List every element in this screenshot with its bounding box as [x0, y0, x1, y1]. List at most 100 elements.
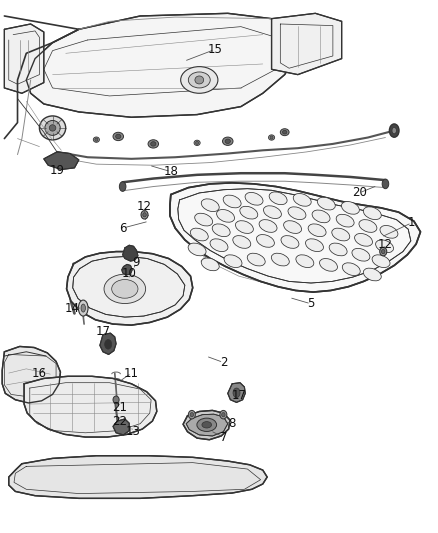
Ellipse shape [308, 224, 326, 237]
Ellipse shape [312, 210, 330, 223]
Ellipse shape [359, 220, 377, 232]
Ellipse shape [195, 141, 199, 144]
Ellipse shape [113, 132, 124, 141]
Text: 11: 11 [124, 367, 139, 379]
Ellipse shape [352, 248, 370, 261]
Polygon shape [183, 410, 230, 440]
Ellipse shape [364, 207, 381, 220]
Ellipse shape [223, 137, 233, 146]
Ellipse shape [283, 131, 287, 134]
Ellipse shape [119, 182, 126, 191]
Text: 14: 14 [65, 302, 80, 314]
Ellipse shape [225, 139, 230, 143]
Polygon shape [67, 252, 193, 325]
Polygon shape [2, 346, 60, 403]
Polygon shape [122, 264, 132, 275]
Polygon shape [26, 13, 298, 117]
Ellipse shape [372, 255, 390, 268]
Ellipse shape [288, 207, 306, 220]
Ellipse shape [143, 213, 146, 217]
Polygon shape [272, 13, 342, 75]
Ellipse shape [233, 236, 251, 248]
Ellipse shape [201, 199, 219, 212]
Polygon shape [9, 456, 267, 498]
Ellipse shape [212, 224, 230, 237]
Text: 1: 1 [408, 216, 416, 229]
Text: 12: 12 [137, 200, 152, 213]
Ellipse shape [270, 136, 273, 139]
Ellipse shape [194, 140, 200, 146]
Text: 15: 15 [207, 43, 222, 56]
Ellipse shape [296, 255, 314, 268]
Polygon shape [228, 383, 245, 402]
Ellipse shape [141, 211, 148, 219]
Ellipse shape [81, 304, 85, 312]
Polygon shape [100, 333, 116, 354]
Ellipse shape [197, 418, 216, 432]
Ellipse shape [39, 116, 66, 140]
Ellipse shape [95, 138, 98, 141]
Polygon shape [113, 419, 129, 435]
Ellipse shape [104, 274, 145, 304]
Text: 6: 6 [119, 222, 127, 235]
Ellipse shape [195, 76, 204, 84]
Ellipse shape [190, 413, 194, 417]
Ellipse shape [93, 137, 99, 142]
Ellipse shape [355, 233, 372, 246]
Text: 17: 17 [231, 389, 246, 402]
Text: 12: 12 [378, 238, 393, 251]
Ellipse shape [78, 300, 88, 316]
Ellipse shape [329, 243, 347, 256]
Ellipse shape [105, 340, 112, 349]
Polygon shape [170, 183, 420, 292]
Ellipse shape [245, 192, 263, 205]
Ellipse shape [268, 135, 275, 140]
Ellipse shape [224, 255, 242, 268]
Ellipse shape [116, 134, 121, 139]
Ellipse shape [293, 193, 311, 206]
Ellipse shape [188, 72, 210, 88]
Ellipse shape [269, 192, 287, 205]
Ellipse shape [376, 240, 393, 253]
Polygon shape [186, 414, 228, 436]
Ellipse shape [306, 239, 323, 252]
Ellipse shape [382, 179, 389, 189]
Ellipse shape [281, 236, 299, 248]
Ellipse shape [191, 228, 208, 241]
Ellipse shape [148, 140, 159, 148]
Ellipse shape [222, 413, 225, 417]
Ellipse shape [49, 125, 56, 131]
Text: 21: 21 [112, 401, 127, 414]
Ellipse shape [188, 410, 195, 419]
Ellipse shape [343, 263, 360, 276]
Ellipse shape [389, 124, 399, 137]
Ellipse shape [113, 396, 119, 403]
Ellipse shape [247, 253, 265, 266]
Ellipse shape [332, 228, 350, 241]
Ellipse shape [236, 221, 253, 233]
Ellipse shape [380, 247, 387, 256]
Text: 9: 9 [132, 256, 140, 269]
Text: 18: 18 [163, 165, 178, 178]
Ellipse shape [217, 209, 234, 222]
Ellipse shape [364, 268, 381, 281]
Polygon shape [44, 152, 79, 169]
Text: 8: 8 [229, 417, 236, 430]
Ellipse shape [342, 201, 359, 214]
Ellipse shape [180, 67, 218, 93]
Ellipse shape [318, 197, 335, 210]
Ellipse shape [240, 206, 258, 219]
Polygon shape [4, 24, 44, 93]
Ellipse shape [151, 142, 156, 146]
Ellipse shape [202, 422, 212, 428]
Ellipse shape [233, 388, 240, 398]
Text: 17: 17 [95, 325, 110, 338]
Ellipse shape [112, 280, 138, 298]
Ellipse shape [188, 243, 206, 256]
Ellipse shape [257, 235, 274, 247]
Ellipse shape [220, 410, 227, 419]
Text: 10: 10 [122, 267, 137, 280]
Ellipse shape [320, 259, 337, 271]
Text: 13: 13 [126, 425, 141, 438]
Text: 2: 2 [219, 356, 227, 369]
